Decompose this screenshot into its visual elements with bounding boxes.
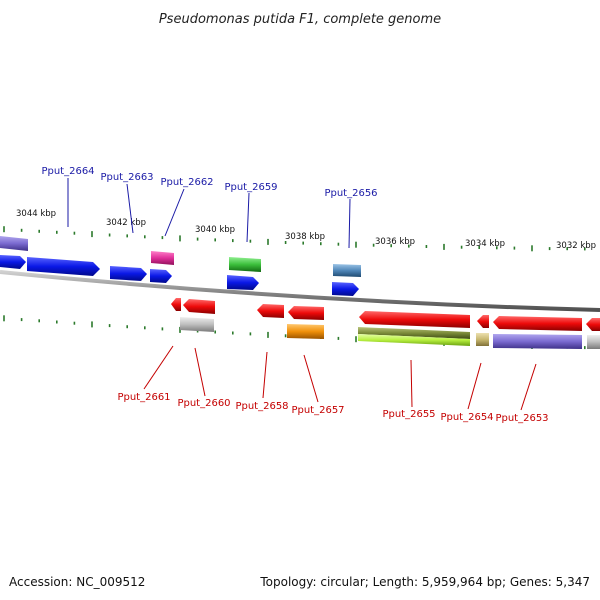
top-label-leaders: [67, 178, 351, 249]
gene-label[interactable]: Pput_2659: [224, 182, 277, 193]
reverse-outer-genes: [180, 317, 600, 349]
gene-magenta[interactable]: [151, 251, 174, 265]
leader-line: [348, 198, 351, 249]
top-gene-labels: Pput_2664 Pput_2663 Pput_2662 Pput_2659 …: [41, 166, 377, 199]
gene-blue[interactable]: [0, 255, 26, 269]
gene-grey[interactable]: [587, 335, 600, 349]
gene-blue[interactable]: [150, 269, 172, 283]
gene-label[interactable]: Pput_2663: [100, 172, 153, 183]
gene-label[interactable]: Pput_2658: [235, 401, 288, 412]
gene-red[interactable]: [359, 311, 470, 328]
gene-red[interactable]: [257, 304, 284, 318]
gene-red[interactable]: [477, 315, 489, 328]
gene-blue[interactable]: [110, 266, 147, 281]
kbp-label: 3036 kbp: [375, 237, 415, 247]
gene-blue[interactable]: [27, 257, 100, 276]
leader-line: [194, 347, 206, 397]
leader-line: [262, 351, 268, 399]
gene-grey[interactable]: [180, 317, 214, 332]
gene-label[interactable]: Pput_2653: [495, 413, 548, 424]
kbp-label: 3034 kbp: [465, 239, 505, 249]
gene-purple[interactable]: [0, 236, 28, 251]
reverse-inner-genes: [171, 298, 600, 331]
gene-orange[interactable]: [287, 324, 324, 339]
kbp-label: 3042 kbp: [106, 218, 146, 228]
gene-label[interactable]: Pput_2664: [41, 166, 94, 177]
kbp-scale: 3044 kbp 3042 kbp 3040 kbp 3038 kbp 3036…: [16, 209, 596, 251]
leader-line: [410, 359, 413, 408]
leader-line: [246, 192, 250, 243]
genome-title: Pseudomonas putida F1, complete genome: [159, 12, 441, 27]
forward-outer-genes: [0, 236, 361, 277]
leader-line: [143, 345, 174, 390]
kbp-label: 3038 kbp: [285, 232, 325, 242]
gene-blue[interactable]: [332, 282, 359, 296]
gene-steel[interactable]: [333, 264, 361, 277]
gene-label[interactable]: Pput_2661: [117, 392, 170, 403]
gene-red[interactable]: [288, 306, 324, 320]
gene-red[interactable]: [586, 318, 600, 331]
gene-label[interactable]: Pput_2654: [440, 412, 493, 423]
gene-olive[interactable]: [358, 327, 470, 339]
gene-red[interactable]: [171, 298, 181, 311]
kbp-label: 3040 kbp: [195, 225, 235, 235]
leader-line: [126, 183, 134, 234]
gene-red[interactable]: [493, 316, 582, 331]
accession-text: Accession: NC_009512: [9, 575, 145, 589]
gene-red[interactable]: [183, 299, 215, 314]
gene-label[interactable]: Pput_2660: [177, 398, 230, 409]
bottom-label-leaders: [143, 345, 537, 411]
kbp-label: 3044 kbp: [16, 209, 56, 219]
leader-line: [520, 363, 537, 411]
kbp-label: 3032 kbp: [556, 241, 596, 251]
gene-label[interactable]: Pput_2655: [382, 409, 435, 420]
leader-line: [303, 354, 319, 403]
gene-purple[interactable]: [493, 334, 582, 349]
gene-label[interactable]: Pput_2662: [160, 177, 213, 188]
genome-backbone: [0, 270, 600, 312]
gene-khaki[interactable]: [476, 333, 489, 346]
gene-lime[interactable]: [358, 334, 470, 346]
gene-green[interactable]: [229, 257, 261, 272]
genome-info-text: Topology: circular; Length: 5,959,964 bp…: [259, 575, 590, 589]
leader-line: [164, 188, 185, 237]
gene-label[interactable]: Pput_2656: [324, 188, 377, 199]
gene-label[interactable]: Pput_2657: [291, 405, 344, 416]
leader-line: [467, 362, 482, 410]
gene-blue[interactable]: [227, 275, 259, 290]
forward-inner-genes: [0, 255, 359, 296]
bottom-gene-labels: Pput_2661 Pput_2660 Pput_2658 Pput_2657 …: [117, 392, 548, 424]
